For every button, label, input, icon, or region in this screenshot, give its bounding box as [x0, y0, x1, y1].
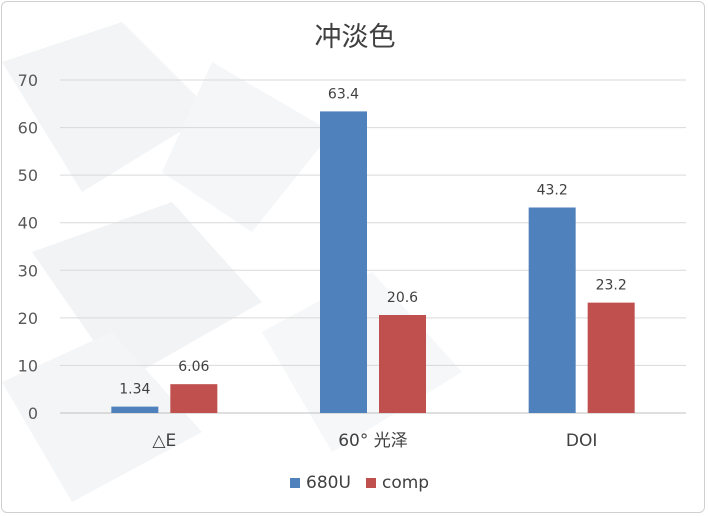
- gridlines: [60, 79, 686, 414]
- data-label: 63.4: [328, 86, 359, 102]
- data-labels: 1.34 6.06 63.4 20.6 43.2 23.2: [119, 86, 627, 397]
- data-label: 1.34: [119, 382, 150, 398]
- bars: [111, 111, 635, 413]
- background-watermark: [2, 22, 462, 502]
- data-label: 23.2: [596, 278, 627, 294]
- bar-680U: [528, 207, 576, 413]
- y-tick-label: 40: [18, 214, 38, 233]
- bar-comp: [170, 384, 218, 413]
- bar-680U: [111, 406, 159, 413]
- y-axis-ticks: 0 10 20 30 40 50 60 70: [18, 71, 38, 423]
- legend-label: 680U: [306, 473, 351, 493]
- bar-comp: [587, 302, 635, 413]
- legend: 680U comp: [290, 473, 429, 493]
- y-tick-label: 60: [18, 119, 38, 138]
- y-tick-label: 20: [18, 309, 38, 328]
- bar-comp: [379, 315, 426, 413]
- data-label: 6.06: [178, 359, 209, 375]
- x-category-label: △E: [152, 431, 176, 451]
- x-category-label: 60° 光泽: [338, 431, 408, 451]
- y-tick-label: 50: [18, 166, 38, 185]
- legend-swatch: [366, 478, 376, 488]
- bar-680U: [320, 111, 367, 413]
- x-axis-categories: △E 60° 光泽 DOI: [152, 431, 597, 451]
- chart-title: 冲淡色: [315, 22, 396, 53]
- legend-label: comp: [382, 473, 429, 493]
- legend-swatch: [290, 478, 300, 488]
- data-label: 43.2: [537, 182, 568, 198]
- y-tick-label: 70: [18, 71, 38, 90]
- y-tick-label: 10: [18, 356, 38, 375]
- y-tick-label: 0: [28, 404, 38, 423]
- x-category-label: DOI: [566, 431, 598, 451]
- y-tick-label: 30: [18, 261, 38, 280]
- data-label: 20.6: [387, 290, 418, 306]
